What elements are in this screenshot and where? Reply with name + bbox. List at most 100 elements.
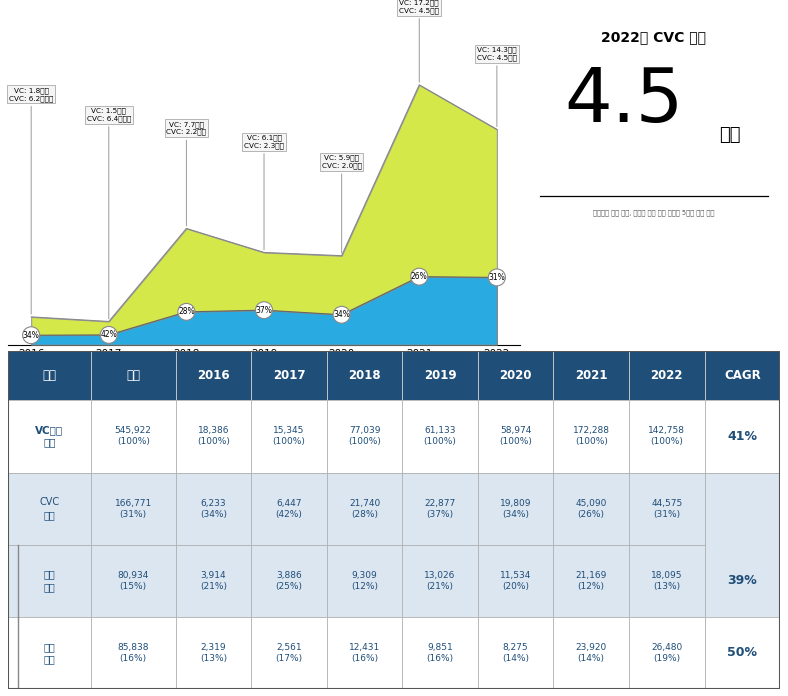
Bar — [251, 351, 327, 400]
Bar — [553, 400, 629, 473]
Text: 172,288
(100%): 172,288 (100%) — [573, 427, 610, 446]
Text: 2020: 2020 — [500, 370, 532, 382]
Text: 26%: 26% — [411, 272, 428, 281]
Text: 2022: 2022 — [651, 370, 683, 382]
Bar — [553, 545, 629, 617]
Text: 19,809
(34%): 19,809 (34%) — [500, 498, 531, 519]
Bar — [176, 351, 251, 400]
Text: VC: 5.9조원
CVC: 2.0조원: VC: 5.9조원 CVC: 2.0조원 — [322, 155, 362, 253]
Text: 2,319
(13%): 2,319 (13%) — [200, 643, 227, 663]
Text: 545,922
(100%): 545,922 (100%) — [115, 427, 151, 446]
Bar — [553, 351, 629, 400]
Text: 12,431
(16%): 12,431 (16%) — [349, 643, 380, 663]
Text: 34%: 34% — [333, 310, 350, 319]
Bar — [176, 545, 251, 617]
Text: VC투자
전체: VC투자 전체 — [35, 425, 63, 448]
Text: 39%: 39% — [727, 574, 757, 587]
Bar — [553, 617, 629, 689]
Bar — [91, 545, 176, 617]
Text: 항목: 항목 — [43, 370, 57, 382]
Text: 28%: 28% — [178, 308, 195, 317]
Bar — [8, 545, 91, 617]
Bar — [553, 473, 629, 545]
Ellipse shape — [411, 268, 428, 285]
Text: 9,309
(12%): 9,309 (12%) — [351, 571, 378, 591]
Text: 42%: 42% — [100, 331, 117, 340]
Text: 41%: 41% — [727, 430, 757, 443]
Text: 2021: 2021 — [575, 370, 608, 382]
Text: 6,447
(42%): 6,447 (42%) — [276, 498, 303, 519]
Bar — [478, 545, 553, 617]
Text: 31%: 31% — [489, 273, 505, 282]
Text: 2019: 2019 — [424, 370, 456, 382]
Text: 조원: 조원 — [719, 126, 741, 144]
Bar — [251, 400, 327, 473]
Bar — [327, 400, 403, 473]
Bar — [403, 351, 478, 400]
Text: VC: 14.3조원
CVC: 4.5조원: VC: 14.3조원 CVC: 4.5조원 — [477, 47, 517, 127]
Text: 80,934
(15%): 80,934 (15%) — [117, 571, 149, 591]
Bar — [91, 351, 176, 400]
Text: VC: 1.8조원
CVC: 6.2천억원: VC: 1.8조원 CVC: 6.2천억원 — [9, 87, 54, 314]
Bar — [327, 617, 403, 689]
Ellipse shape — [178, 303, 195, 320]
Text: VC: 17.2조원
CVC: 4.5조원: VC: 17.2조원 CVC: 4.5조원 — [400, 0, 439, 82]
Text: 85,838
(16%): 85,838 (16%) — [117, 643, 149, 663]
Text: 8,275
(14%): 8,275 (14%) — [502, 643, 529, 663]
Bar — [8, 473, 91, 545]
Bar — [629, 400, 704, 473]
Text: 34%: 34% — [23, 331, 39, 340]
Text: 58,974
(100%): 58,974 (100%) — [500, 427, 532, 446]
Text: 독립
법인: 독립 법인 — [43, 569, 55, 592]
Bar — [403, 545, 478, 617]
Bar — [629, 545, 704, 617]
Bar — [251, 545, 327, 617]
Text: 61,133
(100%): 61,133 (100%) — [424, 427, 456, 446]
Text: 45,090
(26%): 45,090 (26%) — [575, 498, 607, 519]
Text: 4.5: 4.5 — [564, 65, 683, 138]
Bar — [176, 400, 251, 473]
Text: 44,575
(31%): 44,575 (31%) — [651, 498, 682, 519]
Bar — [251, 473, 327, 545]
Text: 15,345
(100%): 15,345 (100%) — [273, 427, 306, 446]
Text: 6,233
(34%): 6,233 (34%) — [200, 498, 227, 519]
Bar — [478, 617, 553, 689]
Text: 2017: 2017 — [273, 370, 305, 382]
Bar — [327, 351, 403, 400]
Bar — [176, 473, 251, 545]
Text: VC: 1.5조원
CVC: 6.4천억원: VC: 1.5조원 CVC: 6.4천억원 — [87, 108, 131, 319]
Text: 37%: 37% — [255, 306, 273, 315]
Bar — [629, 473, 704, 545]
Text: 22,877
(37%): 22,877 (37%) — [425, 498, 455, 519]
Bar — [8, 351, 91, 400]
Text: 26,480
(19%): 26,480 (19%) — [651, 643, 682, 663]
Text: 2016: 2016 — [197, 370, 229, 382]
Ellipse shape — [255, 301, 273, 319]
Text: 9,851
(16%): 9,851 (16%) — [426, 643, 454, 663]
Ellipse shape — [489, 269, 505, 286]
Ellipse shape — [23, 327, 39, 344]
Text: 166,771
(31%): 166,771 (31%) — [114, 498, 152, 519]
Text: 50%: 50% — [727, 647, 757, 659]
Bar — [91, 473, 176, 545]
Text: 2022년 CVC 투자: 2022년 CVC 투자 — [601, 31, 707, 45]
Bar — [8, 400, 91, 473]
Bar — [403, 473, 478, 545]
Text: 사내
부서: 사내 부서 — [43, 642, 55, 664]
Bar — [176, 617, 251, 689]
Text: 77,039
(100%): 77,039 (100%) — [348, 427, 381, 446]
Text: 2018: 2018 — [348, 370, 381, 382]
Bar — [629, 351, 704, 400]
Text: 21,169
(12%): 21,169 (12%) — [575, 571, 607, 591]
Text: 3,886
(25%): 3,886 (25%) — [276, 571, 303, 591]
Text: 18,095
(13%): 18,095 (13%) — [651, 571, 682, 591]
Text: 21,740
(28%): 21,740 (28%) — [349, 498, 380, 519]
Text: 18,386
(100%): 18,386 (100%) — [197, 427, 230, 446]
Bar — [704, 400, 780, 473]
Text: CAGR: CAGR — [724, 370, 760, 382]
Bar — [327, 545, 403, 617]
Bar — [327, 473, 403, 545]
Text: 11,534
(20%): 11,534 (20%) — [500, 571, 531, 591]
Text: CVC
투자: CVC 투자 — [39, 498, 59, 520]
Bar — [91, 400, 176, 473]
